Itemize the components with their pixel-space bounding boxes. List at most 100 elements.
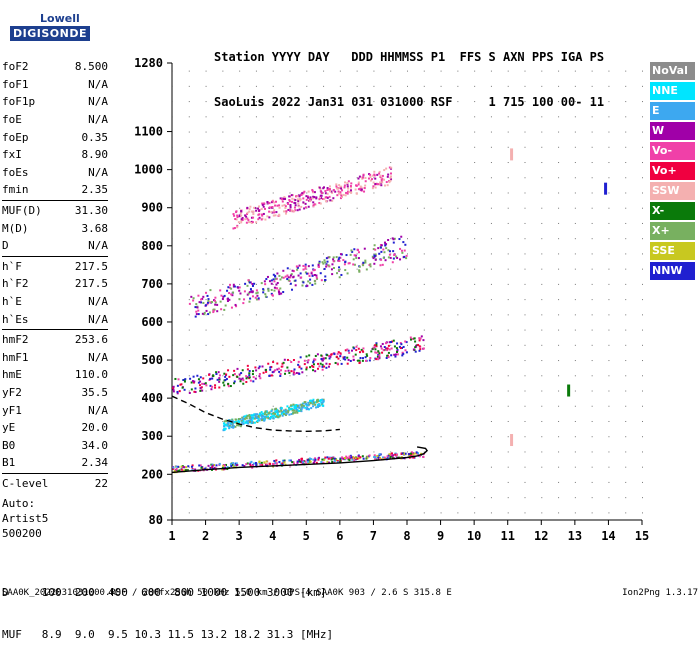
- echo-point: [238, 420, 241, 423]
- grid-dot: [507, 207, 509, 209]
- echo-point: [400, 452, 403, 455]
- echo-point: [197, 309, 200, 312]
- grid-dot: [306, 360, 308, 362]
- grid-dot: [558, 344, 560, 346]
- grid-dot: [457, 375, 459, 377]
- grid-dot: [255, 436, 257, 438]
- echo-point: [362, 347, 365, 350]
- echo-point: [374, 258, 377, 261]
- echo-point: [245, 463, 248, 466]
- echo-point: [201, 389, 204, 392]
- echo-point: [281, 200, 284, 203]
- grid-dot: [272, 222, 274, 224]
- echo-point: [346, 185, 349, 188]
- grid-dot: [524, 497, 526, 499]
- echo-point: [394, 453, 397, 456]
- echo-point: [190, 388, 193, 391]
- echo-point: [266, 215, 269, 218]
- echo-point: [276, 412, 279, 415]
- grid-dot: [239, 162, 241, 164]
- echo-point: [323, 267, 326, 270]
- grid-dot: [373, 360, 375, 362]
- grid-dot: [339, 283, 341, 285]
- grid-dot: [390, 101, 392, 103]
- echo-point: [387, 256, 390, 259]
- echo-point: [311, 274, 314, 277]
- echo-point: [383, 346, 386, 349]
- echo-point: [297, 363, 300, 366]
- grid-dot: [356, 420, 358, 422]
- echo-point: [394, 353, 397, 356]
- grid-dot: [306, 329, 308, 331]
- y-tick-label: 900: [141, 201, 163, 215]
- grid-dot: [440, 238, 442, 240]
- echo-point: [374, 248, 377, 251]
- echo-point: [263, 280, 266, 283]
- grid-dot: [541, 207, 543, 209]
- echo-point: [378, 172, 381, 175]
- echo-point: [219, 300, 222, 303]
- echo-point: [349, 253, 352, 256]
- echo-point: [239, 292, 242, 295]
- echo-point: [224, 423, 227, 426]
- param-row: yE 20.0: [2, 419, 108, 437]
- echo-point: [194, 387, 197, 390]
- echo-point: [279, 197, 282, 200]
- echo-point: [410, 451, 413, 454]
- echo-point: [294, 411, 297, 414]
- echo-point: [353, 248, 356, 251]
- echo-point: [331, 457, 334, 460]
- grid-dot: [255, 344, 257, 346]
- echo-point: [347, 458, 350, 461]
- echo-point: [313, 203, 316, 206]
- echo-point: [248, 419, 251, 422]
- echo-point: [248, 415, 251, 418]
- grid-dot: [642, 70, 643, 72]
- echo-point: [250, 417, 253, 420]
- echo-point: [268, 206, 271, 209]
- grid-dot: [625, 329, 627, 331]
- echo-point: [289, 459, 292, 462]
- echo-point: [172, 467, 175, 470]
- grid-dot: [222, 420, 224, 422]
- grid-dot: [306, 481, 308, 483]
- grid-dot: [272, 177, 274, 179]
- echo-point: [226, 468, 229, 471]
- param-key: foF2: [2, 60, 29, 74]
- grid-dot: [306, 420, 308, 422]
- echo-point: [233, 227, 236, 230]
- param-value: N/A: [88, 403, 108, 417]
- grid-dot: [239, 70, 241, 72]
- echo-point: [378, 354, 381, 357]
- echo-point: [348, 455, 351, 458]
- echo-point: [278, 293, 281, 296]
- grid-dot: [188, 101, 190, 103]
- echo-point: [237, 424, 240, 427]
- echo-point: [396, 353, 399, 356]
- grid-dot: [323, 146, 325, 148]
- echo-point: [241, 377, 244, 380]
- echo-point: [244, 218, 247, 221]
- echo-point: [178, 390, 181, 393]
- echo-point: [325, 257, 328, 260]
- echo-point: [326, 460, 329, 463]
- echo-point: [173, 470, 176, 473]
- echo-point: [328, 256, 331, 259]
- header-line-2: SaoLuis 2022 Jan31 031 031000 RSF 1 715 …: [214, 95, 605, 109]
- grid-dot: [490, 329, 492, 331]
- echo-point: [309, 402, 312, 405]
- grid-dot: [356, 116, 358, 118]
- echo-point: [265, 278, 268, 281]
- param-value: 22: [94, 476, 108, 490]
- echo-point: [337, 351, 340, 354]
- grid-dot: [608, 283, 610, 285]
- echo-point: [332, 260, 335, 263]
- grid-dot: [474, 390, 476, 392]
- grid-dot: [205, 375, 207, 377]
- echo-point: [285, 409, 288, 412]
- grid-dot: [339, 85, 341, 87]
- grid-dot: [440, 253, 442, 255]
- grid-dot: [306, 512, 308, 514]
- echo-point: [304, 271, 307, 274]
- echo-point: [325, 366, 328, 369]
